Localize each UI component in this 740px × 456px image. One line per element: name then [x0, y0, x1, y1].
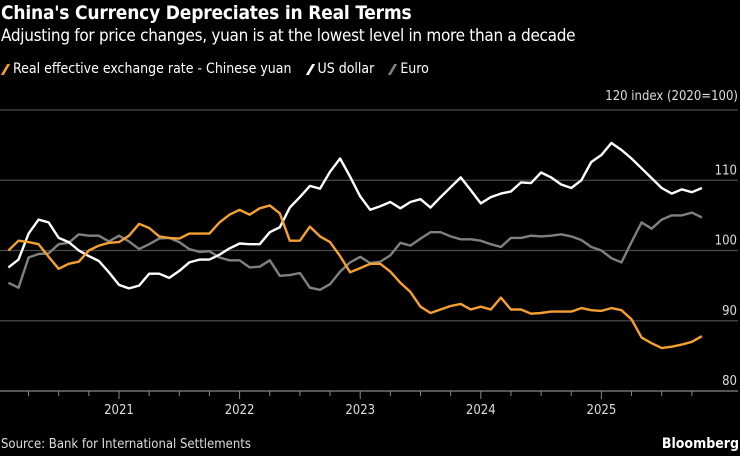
series-line-yuan	[7, 204, 703, 350]
chart-title: China's Currency Depreciates in Real Ter…	[1, 2, 412, 24]
y-tick-label: 80	[722, 374, 737, 389]
source-note: Source: Bank for International Settlemen…	[1, 437, 251, 452]
legend-label-usd: US dollar	[317, 61, 375, 77]
y-tick-label: 90	[722, 304, 737, 319]
legend-item-euro: Euro	[388, 61, 429, 77]
y-tick-label: 100	[715, 234, 737, 249]
y-axis-unit: 120 index (2020=100)	[605, 89, 738, 104]
x-tick-label: 2023	[345, 403, 375, 418]
bloomberg-logo: Bloomberg	[661, 436, 739, 452]
x-tick-label: 2022	[225, 403, 255, 418]
y-tick-label-top: 120	[605, 89, 628, 104]
y-tick-label: 110	[715, 163, 737, 178]
x-tick-label: 2025	[587, 403, 617, 418]
legend: Real effective exchange rate - Chinese y…	[0, 61, 429, 77]
x-tick-label: 2024	[466, 403, 496, 418]
y-axis-label: index (2020=100)	[631, 89, 738, 104]
x-tick-label: 2021	[104, 403, 134, 418]
chart-subtitle: Adjusting for price changes, yuan is at …	[1, 26, 576, 46]
series-line-usd	[7, 141, 703, 290]
legend-item-yuan: Real effective exchange rate - Chinese y…	[0, 61, 292, 77]
legend-label-yuan: Real effective exchange rate - Chinese y…	[13, 61, 292, 77]
legend-item-usd: US dollar	[305, 61, 375, 77]
legend-label-euro: Euro	[400, 61, 429, 77]
